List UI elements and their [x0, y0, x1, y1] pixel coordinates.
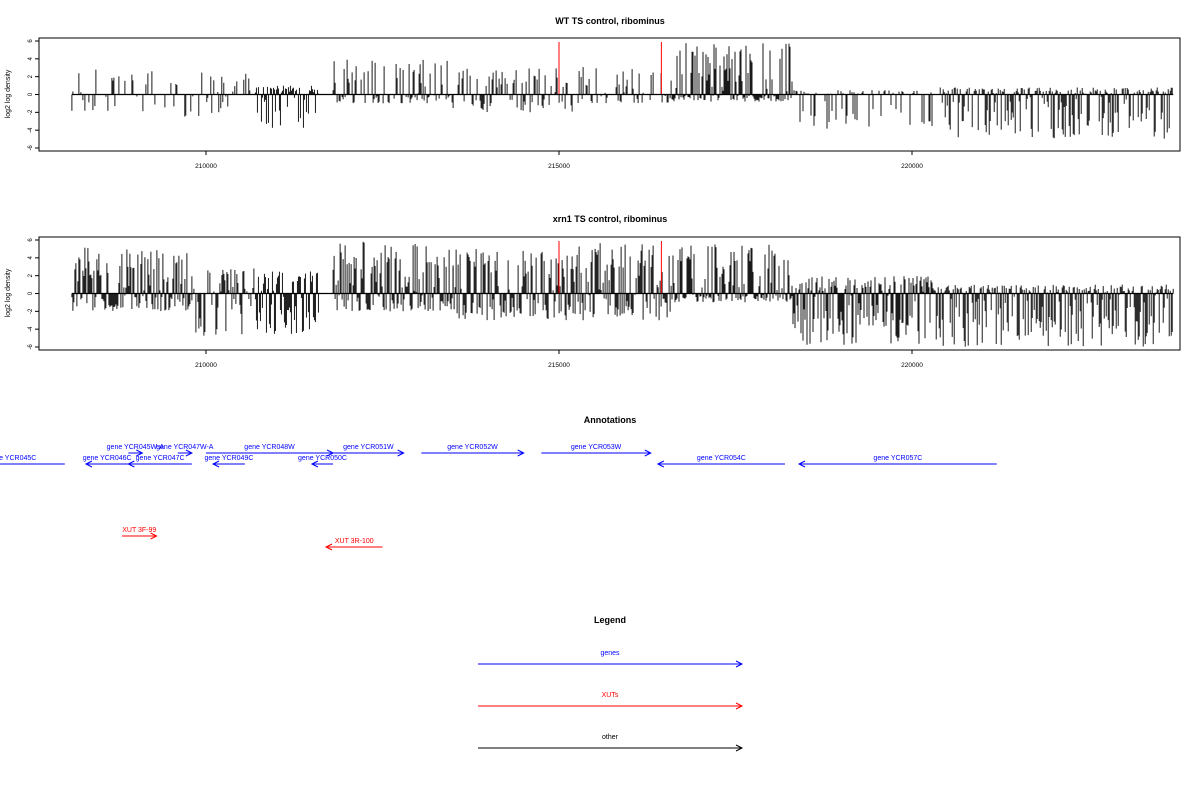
gene-feature: gene YCR051W	[333, 444, 405, 457]
xrn1-x-tick-label: 210000	[195, 362, 217, 369]
wt-y-tick-label: 6	[28, 39, 34, 43]
gene-label: gene YCR050C	[298, 455, 347, 462]
legend: Legend genes XUTs other	[478, 615, 744, 752]
gene-label: gene YCR051W	[343, 444, 394, 451]
xrn1-bars	[71, 241, 1174, 347]
xrn1-y-axis-label: log2 log density	[5, 268, 12, 317]
legend-item-xuts: XUTs	[478, 692, 744, 710]
xrn1-highlights	[558, 241, 662, 294]
annotation-features: gene YCR045W-A gene YCR045C gene YCR046C ge…	[0, 444, 997, 551]
wt-y-ticks: 6 4 2 0 -2 -4 -6	[28, 39, 39, 151]
gene-feature: gene YCR054C	[656, 455, 785, 468]
legend-label: genes	[600, 650, 620, 657]
wt-y-tick-label: -6	[28, 145, 34, 151]
gene-arrowhead	[397, 449, 405, 457]
xrn1-y-tick-label: -4	[28, 326, 34, 332]
wt-track-title: WT TS control, ribominus	[555, 16, 665, 26]
xrn1-x-ticks: 210000 215000 220000	[195, 350, 923, 369]
legend-arrowhead	[735, 702, 744, 710]
gene-arrowhead	[797, 460, 806, 468]
gene-feature: gene YCR053W	[541, 444, 652, 457]
gene-arrowhead	[136, 449, 144, 457]
gene-label: gene YCR057C	[873, 455, 922, 462]
legend-label: other	[602, 734, 619, 741]
gene-arrowhead	[211, 460, 220, 468]
xrn1-track-title: xrn1 TS control, ribominus	[553, 214, 668, 224]
gene-arrowhead	[517, 449, 525, 457]
gene-feature: gene YCR052W	[421, 444, 525, 457]
xrn1-y-tick-label: 0	[28, 291, 34, 295]
wt-highlights	[558, 42, 662, 95]
gene-feature: gene YCR045C	[0, 455, 65, 465]
xrn1-track-panel: xrn1 TS control, ribominus log2 log dens…	[5, 214, 1181, 369]
xut-label: XUT 3F-99	[122, 527, 156, 534]
gene-arrowhead	[185, 449, 193, 457]
gene-label: gene YCR049C	[204, 455, 253, 462]
xrn1-y-tick-label: 4	[28, 256, 34, 260]
wt-y-tick-label: 0	[28, 92, 34, 96]
wt-x-ticks: 210000 215000 220000	[195, 151, 923, 170]
gene-arrowhead	[644, 449, 652, 457]
legend-item-other: other	[478, 734, 744, 752]
gene-feature: gene YCR050C	[298, 455, 347, 468]
gene-feature: gene YCR057C	[797, 455, 997, 468]
wt-x-tick-label: 220000	[901, 163, 923, 170]
legend-items: genes XUTs other	[478, 650, 744, 752]
xut-feature: XUT 3R-100	[324, 538, 383, 551]
xut-arrowhead	[150, 532, 158, 540]
xut-label: XUT 3R-100	[335, 538, 374, 545]
xrn1-y-tick-label: 2	[28, 273, 34, 277]
gene-arrowhead	[127, 460, 135, 468]
xrn1-y-ticks: 6 4 2 0 -2 -4 -6	[28, 238, 39, 350]
wt-y-tick-label: -4	[28, 127, 34, 133]
gene-label: gene YCR045C	[0, 455, 36, 462]
wt-track-panel: WT TS control, ribominus log2 log densit…	[5, 16, 1181, 170]
gene-feature: gene YCR045W-A	[107, 444, 165, 457]
xut-feature: XUT 3F-99	[121, 527, 158, 540]
gene-feature: gene YCR049C	[204, 455, 253, 468]
gene-label: gene YCR047W-A	[156, 444, 214, 451]
annotations-title: Annotations	[584, 415, 637, 425]
gene-label: gene YCR046C	[83, 455, 132, 462]
legend-title: Legend	[594, 615, 626, 625]
gene-label: gene YCR045W-A	[107, 444, 165, 451]
gene-feature: gene YCR047W-A	[156, 444, 214, 457]
gene-label: gene YCR054C	[697, 455, 746, 462]
legend-item-genes: genes	[478, 650, 744, 668]
xut-arrowhead	[324, 543, 333, 551]
gene-feature: gene YCR046C	[83, 455, 132, 468]
xrn1-y-tick-label: -6	[28, 344, 34, 350]
legend-arrowhead	[735, 744, 744, 752]
legend-arrowhead	[735, 660, 744, 668]
xrn1-x-tick-label: 220000	[901, 362, 923, 369]
gene-arrowhead	[310, 460, 319, 468]
legend-label: XUTs	[602, 692, 619, 699]
xrn1-y-tick-label: -2	[28, 308, 34, 314]
wt-y-tick-label: 2	[28, 74, 34, 78]
wt-x-tick-label: 215000	[548, 163, 570, 170]
wt-y-tick-label: -2	[28, 109, 34, 115]
gene-label: gene YCR052W	[447, 444, 498, 451]
gene-feature: gene YCR047C	[127, 455, 192, 468]
xrn1-x-tick-label: 215000	[548, 362, 570, 369]
gene-label: gene YCR047C	[136, 455, 185, 462]
gene-arrowhead	[656, 460, 665, 468]
wt-bars	[71, 43, 1173, 139]
xrn1-y-tick-label: 6	[28, 238, 34, 242]
wt-y-tick-label: 4	[28, 57, 34, 61]
gene-label: gene YCR053W	[571, 444, 622, 451]
gene-arrowhead	[84, 460, 93, 468]
gene-label: gene YCR048W	[244, 444, 295, 451]
wt-y-axis-label: log2 log density	[5, 69, 12, 118]
wt-x-tick-label: 210000	[195, 163, 217, 170]
